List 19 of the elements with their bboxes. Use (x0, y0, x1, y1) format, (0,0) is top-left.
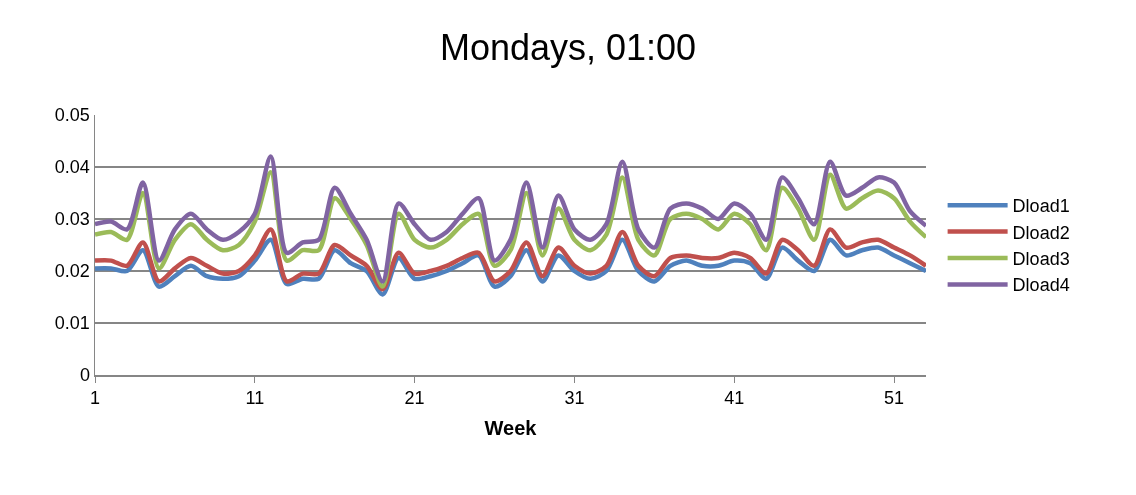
x-tick-label: 31 (564, 388, 585, 409)
x-tick-label: 11 (245, 388, 265, 409)
y-tick-label: 0.02 (54, 261, 90, 282)
x-tick-label: 21 (404, 388, 425, 409)
x-axis-title: Week (484, 417, 538, 440)
y-tick-label: 0.04 (54, 157, 90, 178)
y-tick-label: 0.05 (54, 105, 90, 126)
y-tick-label: 0.01 (54, 313, 90, 334)
legend-label: Dload2 (1012, 222, 1070, 243)
y-tick-label: 0 (79, 365, 90, 386)
x-tick-label: 41 (724, 388, 745, 409)
line-series (95, 227, 926, 292)
y-tick-label: 0.03 (54, 209, 90, 230)
x-tick-label: 1 (89, 388, 101, 409)
legend-label: Dload3 (1012, 249, 1070, 270)
legend-label: Dload4 (1012, 275, 1070, 296)
x-tick-label: 51 (884, 388, 905, 409)
legend-label: Dload1 (1012, 196, 1070, 217)
chart-title: Mondays, 01:00 (439, 26, 697, 68)
